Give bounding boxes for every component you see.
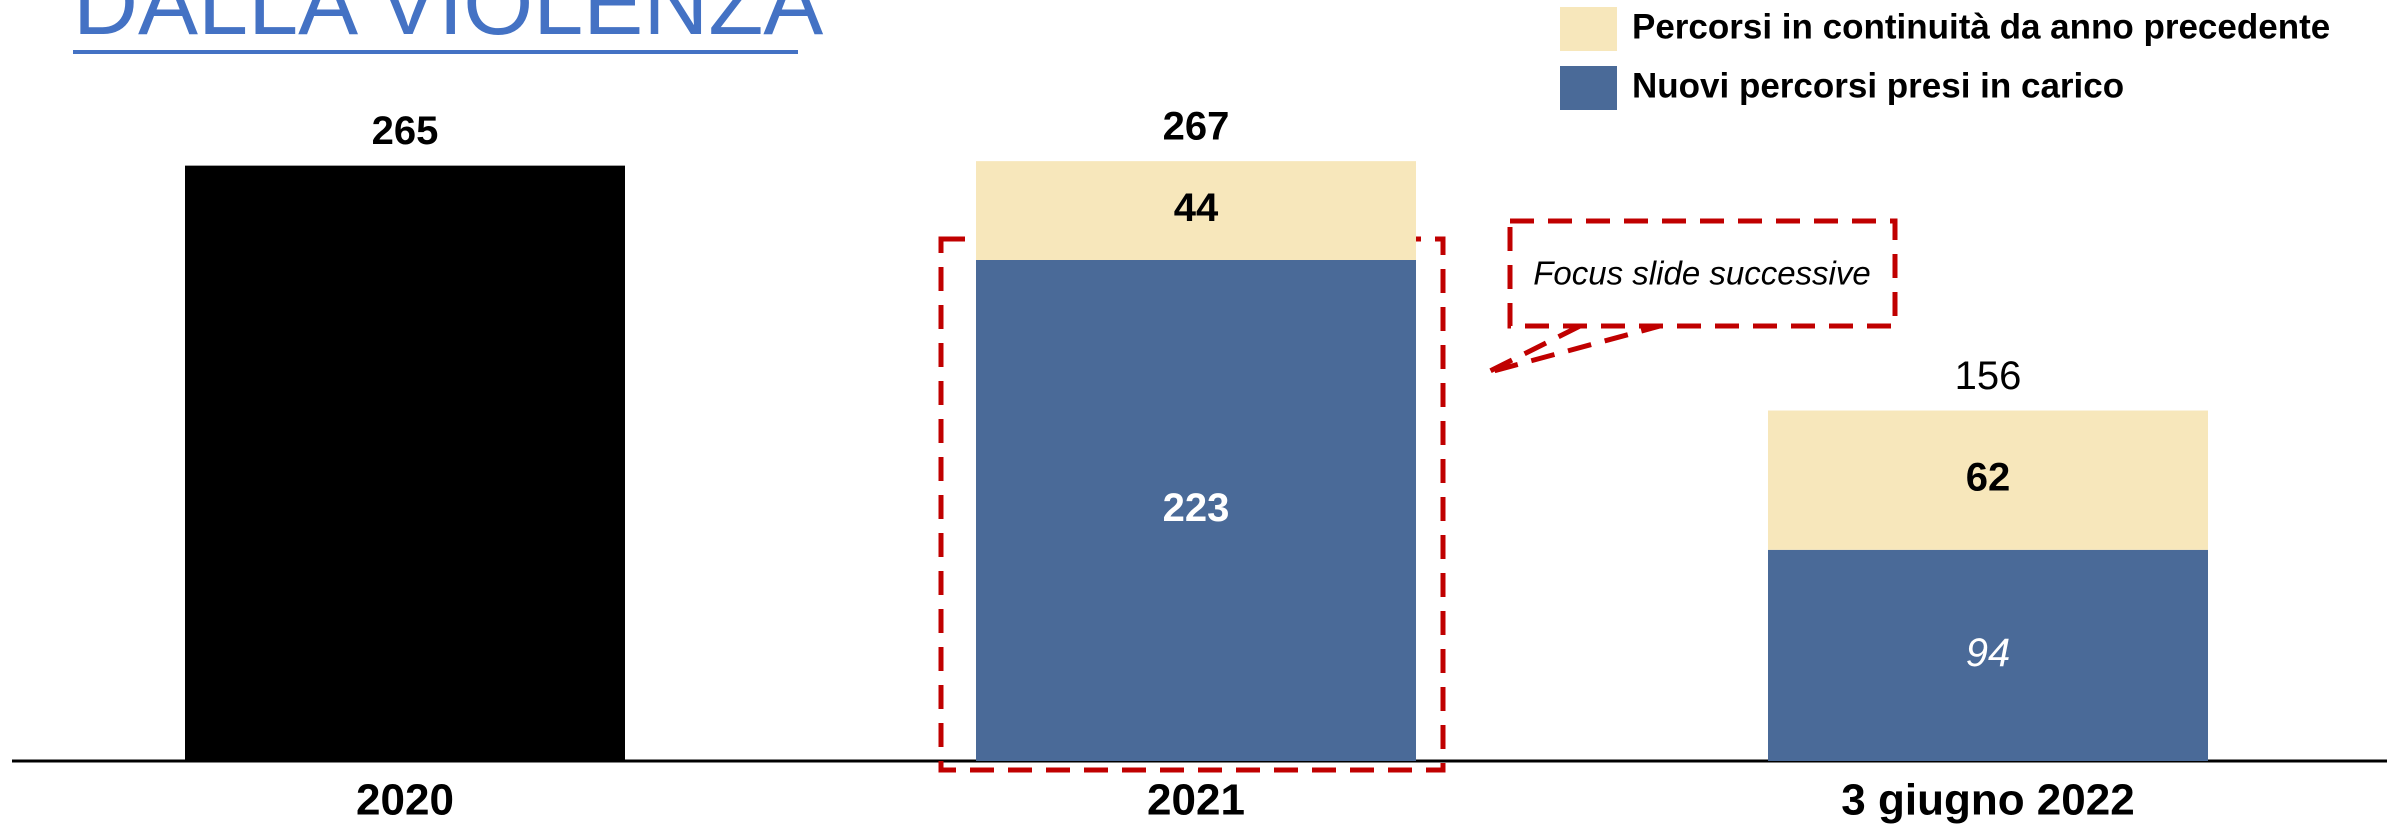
legend-swatch <box>1560 66 1617 110</box>
callout <box>1507 218 1898 329</box>
total-label: 267 <box>1163 105 1230 149</box>
bar-segment <box>976 259 1416 761</box>
bar-segment <box>1768 410 2208 550</box>
x-tick-label: 2020 <box>356 776 454 825</box>
x-tick-label: 2021 <box>1147 776 1245 825</box>
bar-segment <box>1768 549 2208 761</box>
legend-label: Percorsi in continuità da anno precedent… <box>1632 7 2330 46</box>
chart-title: DALLA VIOLENZA <box>73 0 823 54</box>
value-label: 223 <box>1163 486 1230 530</box>
legend-swatch <box>1560 7 1617 51</box>
value-label: 62 <box>1966 456 2011 500</box>
bar-segment <box>976 161 1416 260</box>
x-tick-label: 3 giugno 2022 <box>1841 776 2134 825</box>
legend-label: Nuovi percorsi presi in carico <box>1632 66 2124 105</box>
annotation: Focus slide successive <box>1533 255 1870 292</box>
total-label: 265 <box>372 109 439 153</box>
total-label: 156 <box>1955 354 2022 398</box>
value-label: 44 <box>1174 186 1219 230</box>
value-label: 94 <box>1966 631 2011 675</box>
bar-segment <box>185 165 625 762</box>
callout-pointer <box>1484 323 1661 376</box>
